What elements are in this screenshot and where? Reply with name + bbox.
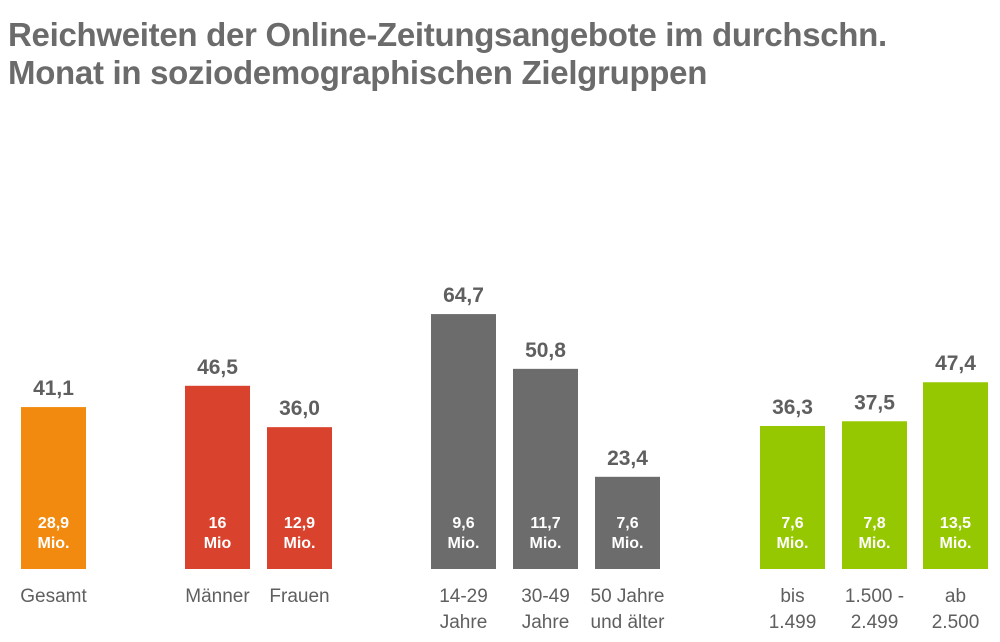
x-tick-label: 2.500	[932, 612, 980, 633]
bar-group-geschlecht: 46,5 16 Mio Männer 36,0 12,9 Mio. Frauen	[185, 356, 332, 607]
bar	[842, 421, 907, 569]
bar-inner-label: Mio.	[612, 535, 644, 552]
bar-inner-label: 16	[209, 515, 227, 532]
bar-value-label: 64,7	[443, 284, 484, 307]
bar-inner-label: Mio.	[859, 535, 891, 552]
bar-value-label: 23,4	[607, 447, 648, 470]
bar	[267, 427, 332, 569]
x-tick-label: 1.500 -	[845, 586, 904, 607]
x-tick-label: 14-29	[439, 586, 488, 607]
bar-inner-label: Mio.	[940, 535, 972, 552]
bar-inner-label: Mio	[204, 535, 232, 552]
bar-group-gesamt: 41,1 28,9 Mio. Gesamt	[20, 377, 87, 607]
bar	[923, 382, 988, 569]
bar-value-label: 50,8	[525, 339, 566, 362]
bar-inner-label: 9,6	[452, 515, 474, 532]
bar-inner-label: Mio.	[448, 535, 480, 552]
bar-inner-label: Mio.	[777, 535, 809, 552]
chart-title-line-2: Monat in soziodemographischen Zielgruppe…	[8, 54, 708, 91]
x-tick-label: bis	[780, 586, 804, 607]
x-tick-label: ab	[945, 586, 966, 607]
x-tick-label: 1.499	[769, 612, 817, 633]
bar-group-alter: 64,7 9,6 Mio. 14-29 Jahre 50,8 11,7 Mio. 30-49 Ja…	[431, 284, 665, 633]
bar-inner-label: Mio.	[38, 535, 70, 552]
bar	[595, 476, 660, 569]
bar-value-label: 47,4	[935, 352, 976, 375]
bar	[21, 407, 86, 569]
chart-title: Reichweiten der Online-Zeitungsangebote …	[8, 16, 887, 92]
bar-inner-label: 7,6	[781, 515, 803, 532]
bar-value-label: 46,5	[197, 356, 238, 379]
x-tick-label: Jahre	[440, 612, 488, 633]
bar-value-label: 36,3	[772, 396, 813, 419]
bar	[431, 314, 496, 569]
chart-title-line-1: Reichweiten der Online-Zeitungsangebote …	[8, 16, 887, 53]
bar-inner-label: 13,5	[940, 515, 971, 532]
bar-inner-label: 7,6	[616, 515, 638, 532]
bar-value-label: 37,5	[854, 391, 895, 414]
bar-inner-label: 7,8	[863, 515, 885, 532]
x-tick-label: 2.499	[851, 612, 899, 633]
bar-inner-label: 28,9	[38, 515, 69, 532]
bar	[513, 368, 578, 569]
bar	[185, 385, 250, 569]
x-tick-label: Frauen	[269, 586, 329, 607]
x-tick-label: Jahre	[522, 612, 570, 633]
x-tick-label: 50 Jahre	[591, 586, 665, 607]
x-tick-label: 30-49	[521, 586, 570, 607]
x-tick-label: Gesamt	[20, 586, 87, 607]
x-tick-label: und älter	[591, 612, 666, 633]
bar-value-label: 36,0	[279, 397, 320, 420]
bar	[760, 425, 825, 569]
bar-inner-label: Mio.	[284, 535, 316, 552]
bar-inner-label: 11,7	[530, 515, 560, 532]
bar-value-label: 41,1	[33, 377, 74, 400]
x-tick-label: Männer	[185, 586, 250, 607]
bar-inner-label: Mio.	[530, 535, 562, 552]
bar-inner-label: 12,9	[284, 515, 315, 532]
bar-group-einkommen: 36,3 7,6 Mio. bis 1.499 37,5 7,8 Mio. 1.500 - 2.4…	[760, 352, 988, 633]
